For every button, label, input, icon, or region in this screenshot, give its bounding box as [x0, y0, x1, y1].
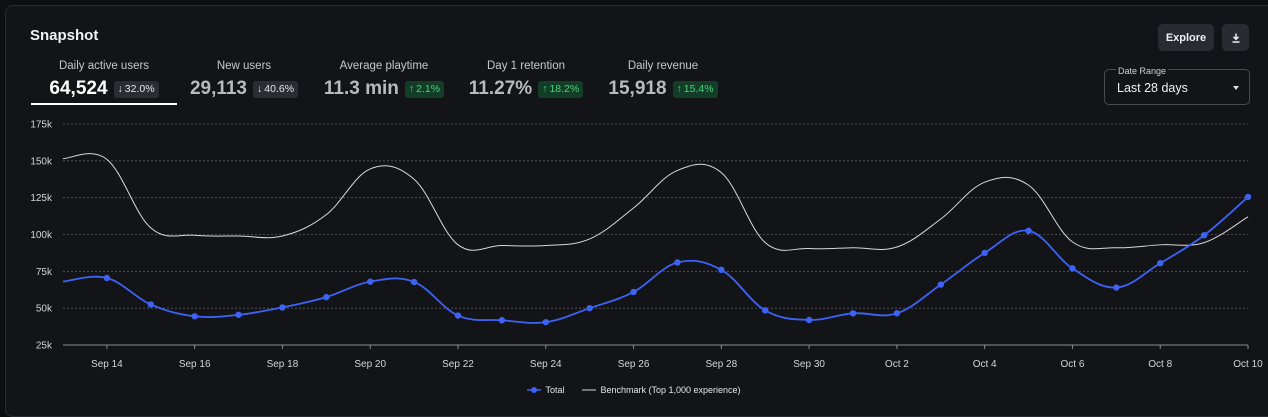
x-tick-label: Sep 20 [354, 359, 386, 370]
metric-new-users[interactable]: New users 29,113 ↓ 40.6% [178, 58, 310, 100]
data-point-total [323, 293, 330, 301]
metric-label: New users [216, 60, 272, 72]
snapshot-card [5, 5, 1268, 417]
change-value: 15.4% [683, 82, 714, 95]
data-point-total [937, 281, 944, 288]
data-point-total [586, 304, 593, 312]
metric-label: Day 1 retention [487, 60, 565, 72]
download-button[interactable] [1222, 24, 1249, 51]
metric-daily-revenue[interactable]: Daily revenue 15,918 ↑ 15.4% [598, 58, 728, 100]
x-tick-label: Sep 16 [179, 359, 211, 370]
change-badge: ↑ 15.4% [672, 80, 718, 98]
data-point-total [1200, 232, 1208, 239]
x-tick-label: Sep 18 [267, 359, 299, 370]
y-tick-label: 175k [30, 120, 53, 131]
change-badge: ↓ 32.0% [113, 80, 159, 98]
data-point-total [1069, 265, 1076, 272]
metric-label: Daily active users [58, 60, 150, 72]
metric-day-1-retention[interactable]: Day 1 retention 11.27% ↑ 18.2% [458, 58, 594, 100]
data-point-total [279, 304, 286, 311]
data-point-total [410, 278, 418, 286]
data-point-total [762, 307, 769, 314]
y-tick-label: 25k [36, 341, 53, 352]
metric-daily-active-users[interactable]: Daily active users 64,524 ↓ 32.0% [36, 58, 172, 100]
line-chart: 25k 50k 75k 100k 125k 150k 175k Sep 14 Sep 16 Sep… [30, 120, 1263, 371]
data-point-total [454, 312, 462, 319]
x-tick-label: Sep 14 [91, 359, 123, 370]
data-point-total [1025, 227, 1032, 235]
date-range-value: Last 28 days [1117, 81, 1188, 95]
data-point-total [235, 311, 242, 318]
y-tick-label: 50k [36, 304, 53, 315]
data-point-total [191, 313, 198, 320]
legend-item-benchmark[interactable]: Benchmark (Top 1,000 experience) [582, 385, 741, 395]
arrow-down-icon: ↓ [257, 82, 263, 95]
x-tick-label: Sep 30 [793, 359, 825, 370]
data-point-total [1244, 193, 1252, 201]
metric-value: 64,524 [49, 78, 108, 99]
series-line-total [62, 196, 1249, 324]
data-point-total [147, 301, 154, 308]
data-point-total [542, 318, 549, 326]
legend-total-marker [527, 387, 542, 393]
y-tick-label: 75k [36, 267, 53, 278]
metric-value: 11.27% [468, 78, 533, 99]
date-range-select[interactable]: Date Range Last 28 days [1104, 66, 1250, 105]
arrow-up-icon: ↑ [676, 82, 682, 95]
data-point-total [367, 278, 374, 285]
data-point-total [718, 266, 725, 274]
data-point-total [893, 310, 901, 317]
legend-total-label: Total [545, 385, 565, 395]
change-badge: ↑ 2.1% [404, 80, 445, 98]
change-value: 18.2% [549, 82, 580, 95]
data-point-total [805, 316, 813, 324]
data-point-total [103, 274, 111, 282]
series-line-benchmark [62, 153, 1249, 251]
x-tick-label: Sep 22 [442, 359, 474, 370]
legend-benchmark-label: Benchmark (Top 1,000 experience) [600, 385, 741, 395]
card-title: Snapshot [30, 27, 99, 44]
x-tick-label: Oct 8 [1148, 359, 1172, 370]
data-point-total [1113, 284, 1120, 291]
legend-item-total[interactable]: Total [527, 385, 564, 395]
y-tick-label: 150k [30, 156, 53, 167]
x-tick-label: Sep 28 [705, 359, 737, 370]
metric-value: 29,113 [189, 78, 248, 99]
change-value: 40.6% [264, 82, 295, 95]
caret-down-icon [1233, 86, 1239, 90]
x-tick-label: Sep 24 [530, 359, 562, 370]
x-tick-label: Oct 6 [1060, 359, 1084, 370]
data-point-total [849, 310, 857, 317]
data-point-total [630, 288, 637, 296]
date-range-label: Date Range [1116, 66, 1169, 76]
metric-label: Average playtime [339, 60, 429, 72]
x-tick-label: Oct 4 [973, 359, 997, 370]
y-tick-label: 100k [30, 230, 53, 241]
metric-value: 15,918 [608, 78, 667, 99]
chart-legend: Total Benchmark (Top 1,000 experience) [0, 385, 1268, 395]
x-tick-label: Oct 10 [1233, 359, 1263, 370]
data-point-total [981, 249, 988, 257]
explore-button[interactable]: Explore [1158, 24, 1214, 51]
data-point-total [1157, 260, 1164, 267]
change-value: 2.1% [416, 82, 441, 95]
active-metric-underline [31, 103, 177, 105]
data-point-total [674, 259, 681, 266]
metric-label: Daily revenue [627, 60, 699, 72]
y-tick-label: 125k [30, 193, 53, 204]
metric-value: 11.3 min [323, 78, 399, 99]
change-badge: ↓ 40.6% [253, 80, 299, 98]
legend-benchmark-marker [582, 389, 597, 391]
arrow-down-icon: ↓ [117, 82, 123, 95]
change-badge: ↑ 18.2% [538, 80, 584, 98]
arrow-up-icon: ↑ [408, 82, 415, 95]
download-icon [1232, 33, 1239, 43]
data-point-total [498, 317, 506, 324]
arrow-up-icon: ↑ [542, 82, 548, 95]
metric-average-playtime[interactable]: Average playtime 11.3 min ↑ 2.1% [314, 58, 454, 100]
x-tick-label: Oct 2 [885, 359, 909, 370]
change-value: 32.0% [124, 82, 155, 95]
x-tick-label: Sep 26 [618, 359, 650, 370]
